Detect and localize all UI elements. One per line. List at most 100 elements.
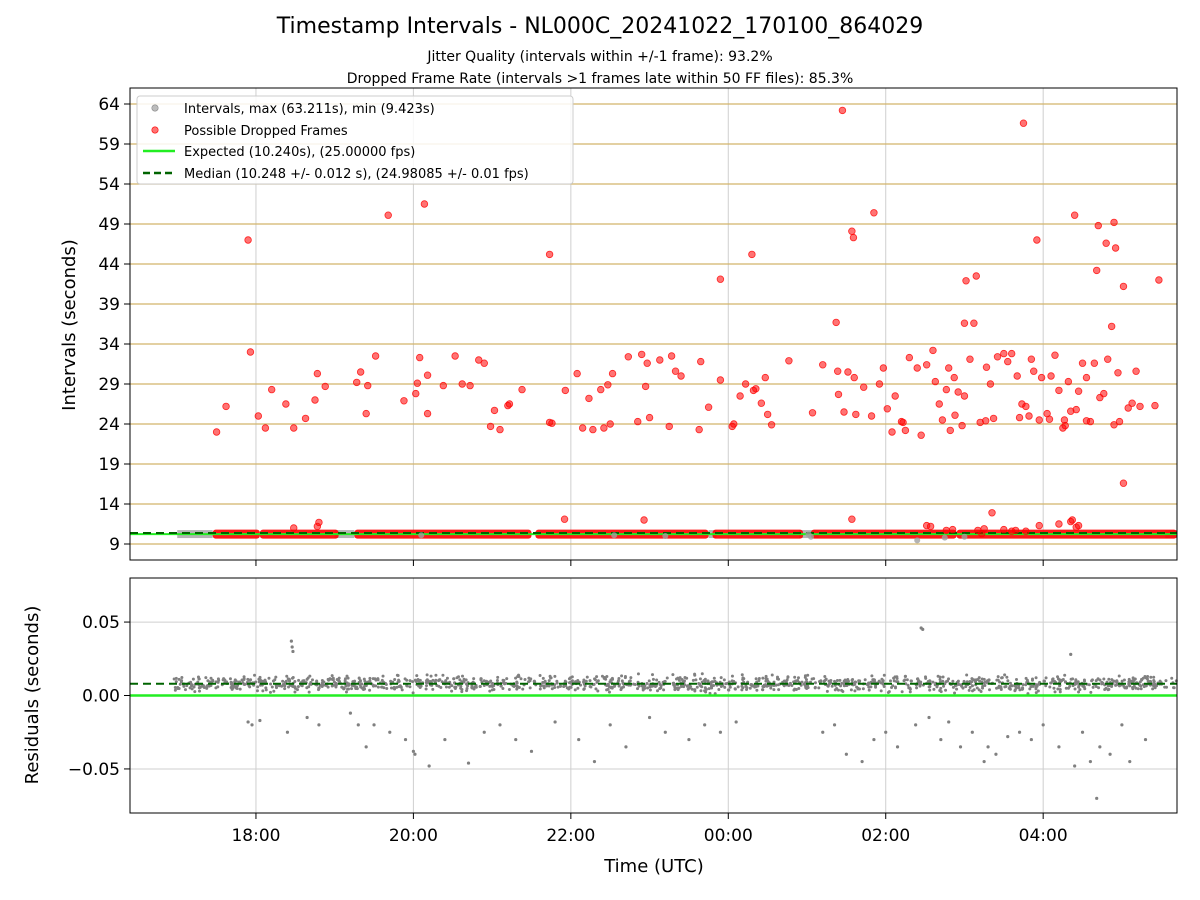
dropped-frame-point [913, 364, 921, 372]
residual-point [205, 684, 209, 688]
residual-point [887, 690, 891, 694]
dropped-frame-point [1115, 417, 1124, 426]
residual-point [629, 676, 633, 680]
residual-point [573, 688, 577, 692]
residual-point [504, 681, 508, 685]
residual-point [683, 676, 687, 680]
residual-point [538, 673, 542, 677]
residual-outlier-point [927, 715, 931, 720]
residual-point [553, 686, 557, 690]
residual-point [915, 677, 919, 681]
residual-point [1073, 687, 1077, 691]
dropped-frame-point [1119, 282, 1128, 291]
residual-point [555, 681, 559, 685]
residual-point [909, 679, 913, 683]
dropped-frame-point [600, 424, 608, 432]
residual-point [256, 685, 260, 689]
residual-point [932, 687, 936, 691]
residual-point [1064, 686, 1068, 690]
residual-outlier-point [939, 737, 943, 742]
residual-point [1083, 679, 1087, 683]
dropped-frame-point [645, 413, 654, 422]
residual-point [833, 679, 837, 683]
residual-point [723, 685, 727, 689]
residual-point [699, 689, 703, 693]
residual-point [902, 679, 906, 683]
residual-point [396, 674, 400, 678]
residual-point [717, 688, 721, 692]
residual-point [563, 679, 567, 683]
dropped-frame-point [867, 412, 876, 420]
residual-point [594, 687, 598, 691]
residual-point [196, 680, 200, 684]
residual-point [324, 684, 328, 688]
residual-point [291, 676, 295, 680]
residual-point [977, 688, 981, 692]
dropped-frame-point [1070, 211, 1079, 219]
residual-point [772, 688, 776, 692]
residual-point [894, 686, 898, 690]
residual-point [839, 684, 843, 688]
dropped-frame-point [1114, 369, 1122, 377]
residual-outlier-point [246, 720, 250, 724]
residual-point [567, 686, 571, 690]
residual-point [788, 681, 792, 685]
residual-point [267, 676, 271, 680]
dropped-frame-point [808, 409, 817, 417]
dropped-frame-point [1094, 221, 1102, 230]
dropped-frame-point [1082, 373, 1091, 382]
residual-point [284, 679, 288, 683]
residual-point [445, 676, 449, 680]
dropped-frame-point [1074, 521, 1083, 530]
dropped-frame-point [1100, 389, 1108, 398]
residual-point [576, 686, 580, 690]
x-tick-label: 02:00 [861, 826, 910, 846]
residual-point [651, 677, 655, 681]
residual-point [905, 678, 909, 682]
residual-point [309, 682, 313, 686]
residual-point [996, 686, 1000, 690]
dropped-frame-point [986, 380, 995, 388]
residual-point [490, 684, 494, 688]
residual-point [562, 684, 566, 688]
dropped-frame-point [518, 385, 526, 394]
residual-outlier-point [844, 752, 848, 756]
residual-point [704, 690, 708, 694]
residual-point [547, 679, 551, 683]
residual-point [1101, 681, 1105, 685]
residual-point [204, 676, 208, 680]
interval-point [941, 534, 948, 541]
residual-point [173, 686, 177, 690]
dropped-frame-point [254, 412, 263, 420]
residual-point [431, 678, 435, 682]
residual-point [307, 685, 311, 689]
residual-point [605, 675, 609, 679]
residual-point [470, 685, 474, 689]
residual-point [770, 673, 774, 677]
residual-point [293, 685, 297, 689]
dropped-frame-point [1111, 244, 1120, 252]
residual-point [642, 684, 646, 688]
residual-outlier-point [356, 723, 360, 727]
dropped-frame-point [993, 353, 1002, 361]
residual-point [330, 674, 334, 678]
residual-point [287, 685, 291, 689]
dropped-frame-point [767, 421, 776, 429]
residual-point [719, 676, 723, 680]
residual-point [582, 687, 586, 691]
dropped-frame-point [1068, 516, 1076, 524]
residual-point [306, 676, 310, 680]
residual-point [647, 679, 651, 683]
residual-point [600, 674, 604, 678]
residual-point [956, 681, 960, 685]
dropped-frame-point [244, 236, 252, 244]
dropped-frame-point [761, 373, 769, 382]
residual-point [342, 687, 346, 691]
residual-outlier-point [1143, 737, 1148, 742]
dropped-frame-point [212, 428, 221, 436]
residual-point [350, 684, 354, 688]
residual-point [804, 686, 808, 690]
residual-point [1139, 687, 1143, 691]
residual-point [1021, 683, 1025, 687]
